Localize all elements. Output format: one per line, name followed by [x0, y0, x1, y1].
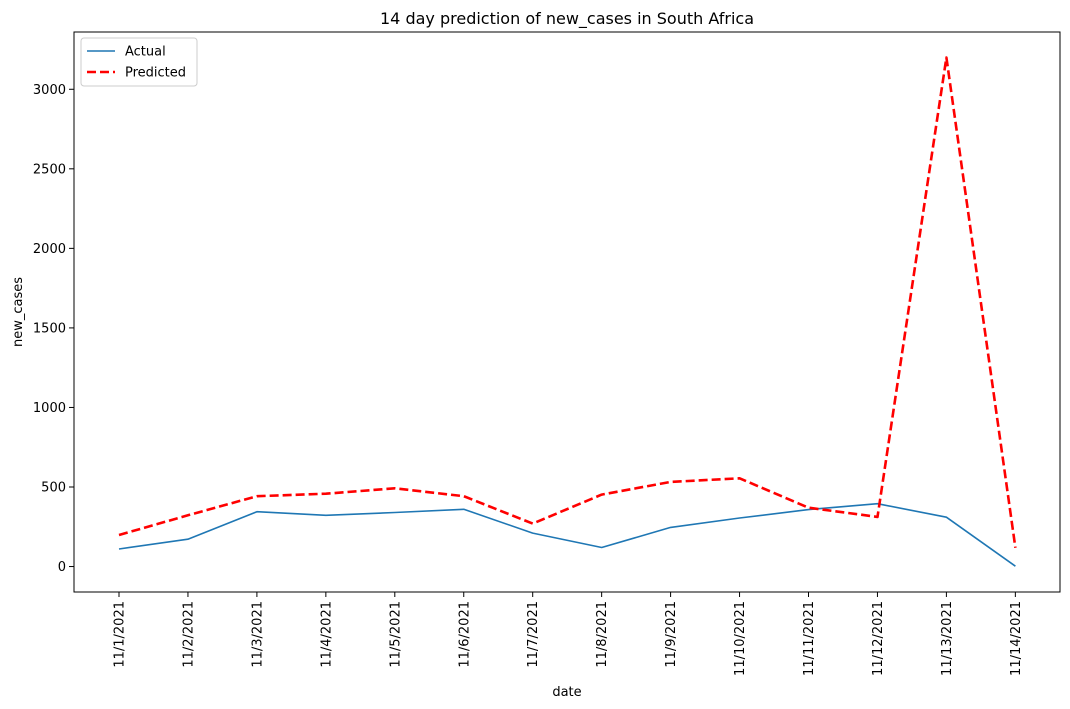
x-tick-label: 11/4/2021 — [319, 601, 334, 668]
x-tick-label: 11/2/2021 — [181, 601, 196, 668]
legend-box — [80, 37, 198, 87]
legend-label-actual: Actual — [125, 45, 166, 60]
x-tick-label: 11/10/2021 — [733, 601, 748, 676]
chart-title: 14 day prediction of new_cases in South … — [380, 9, 754, 29]
x-tick-label: 11/6/2021 — [457, 601, 472, 668]
legend: Actual Predicted — [80, 37, 198, 87]
x-tick-label: 11/3/2021 — [250, 601, 265, 668]
y-tick-label: 2500 — [33, 162, 66, 177]
x-tick-label: 11/8/2021 — [595, 601, 610, 668]
series-line-predicted — [118, 56, 1017, 548]
y-tick-label: 1000 — [33, 401, 66, 416]
plot-area: 0 500 1000 1500 2000 2500 3000 11/1/2021 11/2/20… — [33, 31, 1061, 676]
y-tick-label: 0 — [58, 560, 66, 575]
y-tick-label: 1500 — [33, 321, 66, 336]
x-tick-label: 11/14/2021 — [1009, 601, 1024, 676]
legend-label-predicted: Predicted — [125, 66, 186, 81]
plot-frame — [73, 31, 1061, 593]
series-line-actual — [118, 502, 1016, 567]
x-tick-label: 11/1/2021 — [113, 601, 128, 668]
x-tick-label: 11/13/2021 — [940, 601, 955, 676]
y-axis-label: new_cases — [11, 277, 26, 347]
x-tick-label: 11/7/2021 — [526, 601, 541, 668]
x-axis-label: date — [552, 685, 581, 700]
y-tick-label: 3000 — [33, 83, 66, 98]
x-tick-label: 11/5/2021 — [388, 601, 403, 668]
y-tick-label: 2000 — [33, 242, 66, 257]
y-tick-label: 500 — [41, 481, 66, 496]
x-tick-label: 11/11/2021 — [802, 601, 817, 676]
x-tick-label: 11/12/2021 — [871, 601, 886, 676]
x-tick-label: 11/9/2021 — [664, 601, 679, 668]
